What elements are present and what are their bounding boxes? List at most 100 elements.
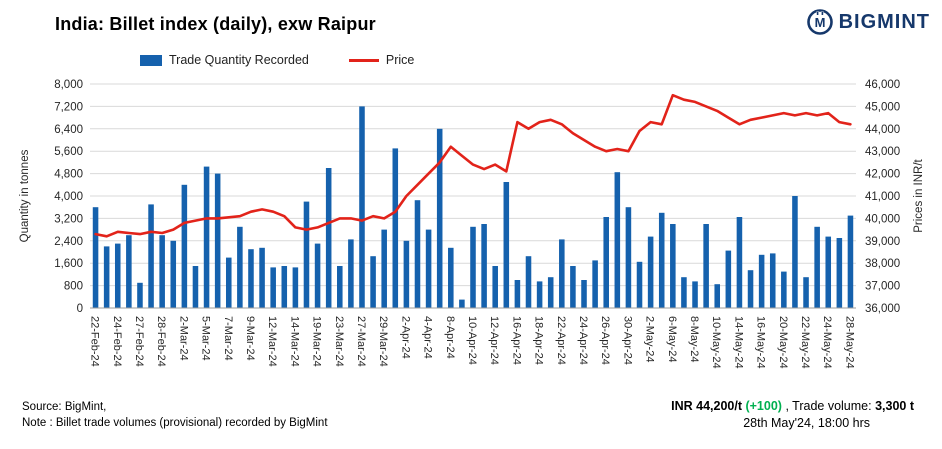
x-axis-date-label: 8-Apr-24	[444, 316, 456, 359]
left-axis-tick-label: 0	[77, 303, 83, 315]
x-axis-date-label: 20-May-24	[777, 316, 789, 369]
legend-line-label: Price	[385, 53, 415, 67]
left-axis-tick-label: 2,400	[54, 236, 83, 248]
right-axis-tick-label: 41,000	[865, 191, 900, 203]
quantity-bar	[203, 166, 210, 308]
x-axis-date-label: 14-Mar-24	[288, 316, 300, 367]
x-axis-date-label: 28-May-24	[843, 316, 855, 369]
volume-label: , Trade volume:	[781, 399, 876, 413]
x-axis-date-label: 23-Mar-24	[333, 316, 345, 367]
left-axis-tick-label: 1,600	[54, 258, 83, 270]
left-axis-tick-label: 8,000	[54, 79, 83, 91]
quantity-bar	[847, 215, 854, 308]
quantity-bar	[392, 148, 399, 308]
volume-value: 3,300 t	[875, 399, 914, 413]
x-axis-date-label: 12-Mar-24	[266, 316, 278, 367]
right-axis-tick-label: 42,000	[865, 169, 900, 181]
x-axis-date-label: 7-Mar-24	[222, 316, 234, 361]
price-change-badge: (+100)	[742, 399, 782, 413]
price-line	[94, 93, 852, 238]
right-axis-tick-label: 36,000	[865, 303, 900, 315]
quantity-bar	[647, 236, 654, 308]
quantity-bar	[614, 172, 621, 308]
x-axis-date-label: 2-Mar-24	[177, 316, 189, 361]
left-axis-tick-label: 5,600	[54, 146, 83, 158]
quantity-bar	[658, 212, 665, 308]
brand-logo: M BIGMINT	[806, 8, 930, 36]
footer-summary: INR 44,200/t (+100) , Trade volume: 3,30…	[671, 398, 914, 432]
quantity-bar	[170, 240, 177, 308]
quantity-bar	[425, 229, 432, 308]
price-value: 44,200/t	[696, 399, 742, 413]
quantity-bar	[803, 277, 809, 308]
quantity-bar	[814, 226, 820, 308]
left-axis-tick-label: 6,400	[54, 124, 83, 136]
quantity-bar	[481, 224, 487, 308]
x-axis-date-label: 26-Apr-24	[599, 316, 611, 365]
quantity-bar	[570, 266, 576, 308]
quantity-bar	[114, 243, 121, 308]
quantity-bar	[337, 266, 343, 308]
quantity-bar	[348, 239, 354, 308]
quantity-bar	[525, 256, 532, 308]
chart-legend: Trade Quantity Recorded Price	[140, 53, 414, 67]
quantity-bar	[636, 261, 643, 308]
right-axis-title: Prices in INR/t	[913, 158, 925, 232]
quantity-bar	[270, 267, 276, 308]
legend-bar-swatch-icon	[140, 54, 162, 66]
x-axis-date-label: 28-Feb-24	[155, 316, 167, 367]
quantity-bar	[692, 281, 698, 308]
x-axis-date-label: 27-Feb-24	[133, 316, 145, 367]
brand-name: BIGMINT	[838, 10, 930, 33]
quantity-bar	[459, 299, 465, 308]
quantity-bar	[92, 207, 99, 308]
quantity-bar	[370, 256, 376, 308]
bigmint-icon: M	[806, 9, 833, 35]
quantity-bar	[670, 224, 676, 308]
left-axis-tick-label: 800	[64, 281, 83, 293]
quantity-bar	[836, 238, 843, 308]
quantity-bar	[825, 236, 832, 308]
provisional-note: Note : Billet trade volumes (provisional…	[22, 417, 328, 429]
x-axis-date-label: 30-Apr-24	[621, 316, 633, 365]
page-title: India: Billet index (daily), exw Raipur	[55, 14, 376, 34]
quantity-bar	[625, 207, 632, 308]
right-axis-tick-label: 43,000	[865, 146, 900, 158]
x-axis-date-label: 2-Apr-24	[399, 316, 411, 359]
right-axis-tick-label: 44,000	[865, 124, 900, 136]
quantity-bar	[592, 260, 598, 308]
x-axis-date-label: 22-May-24	[799, 316, 811, 369]
right-axis-tick-label: 40,000	[865, 213, 900, 225]
quantity-bar	[103, 246, 110, 308]
quantity-bar	[725, 250, 732, 308]
quantity-bar	[436, 128, 443, 308]
right-axis-tick-label: 37,000	[865, 281, 900, 293]
quantity-bar	[126, 235, 132, 308]
quantity-bar	[581, 280, 587, 308]
x-axis-date-label: 24-Apr-24	[577, 316, 589, 365]
x-axis-date-label: 8-May-24	[688, 316, 700, 362]
quantity-bar	[503, 182, 510, 308]
quantity-bar	[381, 229, 387, 308]
quantity-bar	[703, 224, 709, 308]
x-axis-date-label: 9-Mar-24	[244, 316, 256, 361]
x-axis-date-label: 16-Apr-24	[510, 316, 522, 365]
left-axis-tick-label: 4,800	[54, 169, 83, 181]
left-axis-tick-label: 4,000	[54, 191, 83, 203]
quantity-bar	[292, 267, 299, 308]
quantity-bar	[470, 226, 476, 308]
right-axis-tick-label: 45,000	[865, 101, 900, 113]
x-axis-date-label: 4-Apr-24	[422, 316, 434, 359]
quantity-bar	[603, 217, 609, 308]
right-axis-tick-label: 46,000	[865, 79, 900, 91]
x-axis-date-label: 12-Apr-24	[488, 316, 500, 365]
x-axis-date-label: 27-Mar-24	[355, 316, 367, 367]
quantity-bar	[758, 254, 765, 308]
source-note: Source: BigMint,	[22, 401, 107, 413]
legend-line-swatch-icon	[348, 58, 379, 62]
footer-notes: Source: BigMint, Note : Billet trade vol…	[22, 399, 328, 431]
quantity-bar	[237, 226, 243, 308]
x-axis-date-label: 5-Mar-24	[200, 316, 212, 361]
quantity-bar	[414, 200, 421, 308]
quantity-bar	[314, 243, 321, 308]
